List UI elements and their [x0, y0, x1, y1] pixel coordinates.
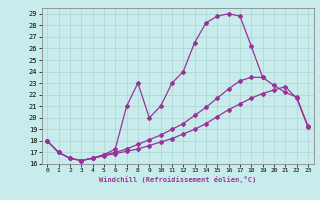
X-axis label: Windchill (Refroidissement éolien,°C): Windchill (Refroidissement éolien,°C) [99, 176, 256, 183]
